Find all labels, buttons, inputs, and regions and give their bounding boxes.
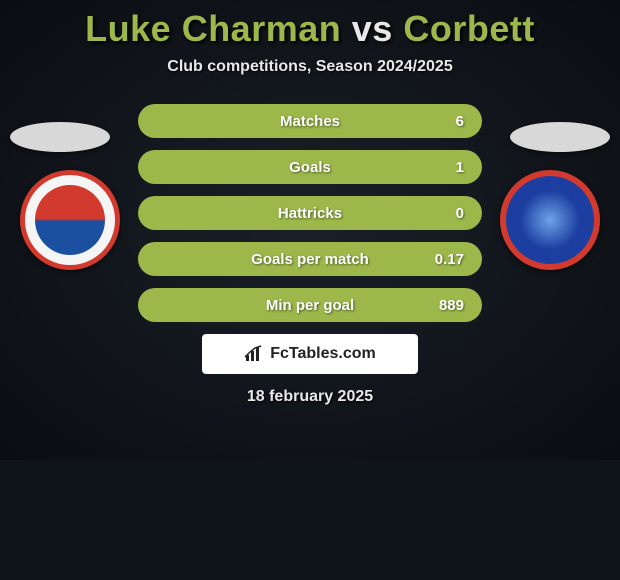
stat-row-goals-per-match: Goals per match 0.17 [138, 242, 482, 276]
stat-value: 1 [424, 159, 464, 176]
stat-row-matches: Matches 6 [138, 104, 482, 138]
player1-avatar-placeholder [10, 122, 110, 152]
date-label: 18 february 2025 [0, 388, 620, 406]
site-branding: FcTables.com [202, 334, 418, 374]
stat-label: Hattricks [156, 205, 424, 222]
stat-row-hattricks: Hattricks 0 [138, 196, 482, 230]
stat-value: 0 [424, 205, 464, 222]
stat-row-min-per-goal: Min per goal 889 [138, 288, 482, 322]
stat-label: Min per goal [156, 297, 424, 314]
stat-value: 0.17 [424, 251, 464, 268]
stat-label: Goals [156, 159, 424, 176]
stats-list: Matches 6 Goals 1 Hattricks 0 Goals per … [138, 104, 482, 322]
stat-label: Matches [156, 113, 424, 130]
club-crest-right [500, 170, 600, 270]
page-title: Luke Charman vs Corbett [0, 8, 620, 50]
stat-row-goals: Goals 1 [138, 150, 482, 184]
brand-text: FcTables.com [270, 345, 376, 363]
player2-name: Corbett [403, 8, 535, 49]
chart-icon [244, 345, 264, 363]
club-crest-left [20, 170, 120, 270]
crest-left-inner [35, 185, 105, 255]
comparison-card: Luke Charman vs Corbett Club competition… [0, 0, 620, 460]
player2-avatar-placeholder [510, 122, 610, 152]
crest-right-inner [520, 190, 580, 250]
stat-value: 6 [424, 113, 464, 130]
subtitle: Club competitions, Season 2024/2025 [0, 58, 620, 76]
stat-value: 889 [424, 297, 464, 314]
vs-label: vs [352, 8, 393, 49]
player1-name: Luke Charman [85, 8, 341, 49]
stat-label: Goals per match [156, 251, 424, 268]
